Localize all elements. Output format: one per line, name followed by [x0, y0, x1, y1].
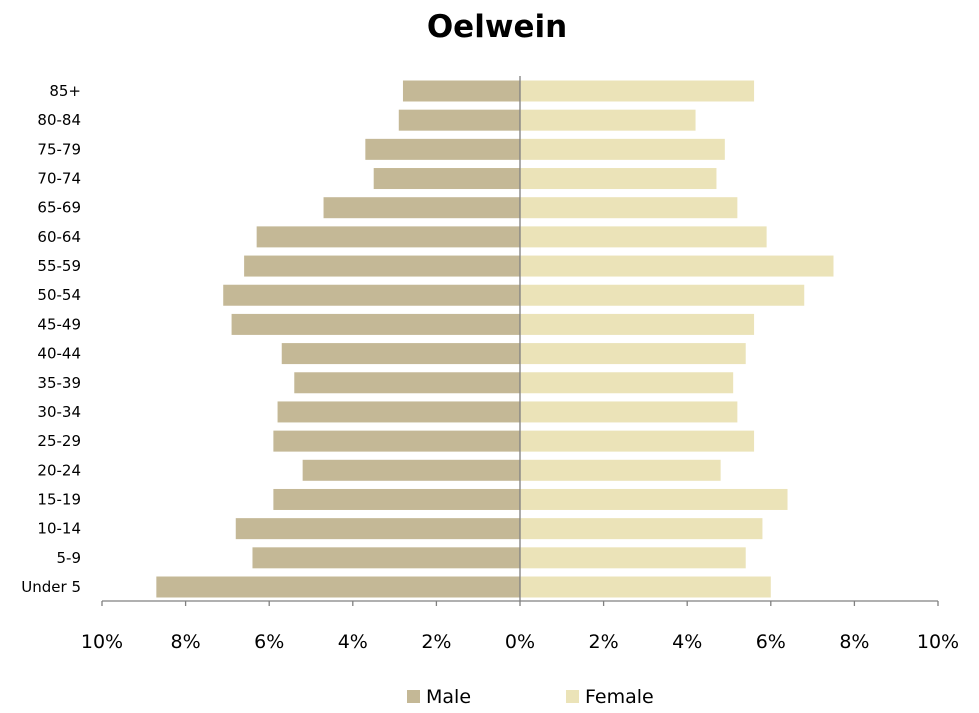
female-bar-40-44 — [520, 343, 746, 365]
category-label: 15-19 — [37, 490, 81, 508]
x-tick-label: 10% — [81, 631, 123, 653]
male-bar-under-5 — [156, 576, 520, 598]
legend-swatch-male — [407, 690, 420, 703]
x-tick-label: 4% — [338, 631, 368, 653]
category-label: 30-34 — [37, 403, 81, 421]
legend-label-female: Female — [585, 686, 654, 708]
category-label: 60-64 — [37, 228, 81, 246]
category-labels: Under 5 5-9 10-14 15-19 20-24 25-29 30-34 35-39… — [21, 82, 81, 596]
x-tick-label: 8% — [839, 631, 869, 653]
category-label: 10-14 — [37, 520, 81, 538]
x-tick-label: 10% — [917, 631, 959, 653]
category-label: 75-79 — [37, 140, 81, 158]
female-bar-10-14 — [520, 518, 763, 540]
male-bar-20-24 — [302, 459, 520, 481]
category-label: 40-44 — [37, 345, 81, 363]
category-label: 20-24 — [37, 461, 81, 479]
female-bar-70-74 — [520, 168, 717, 190]
category-label: Under 5 — [21, 578, 81, 596]
female-bar-85plus — [520, 80, 755, 102]
legend-swatch-female — [566, 690, 579, 703]
category-label: 50-54 — [37, 286, 81, 304]
female-bar-30-34 — [520, 401, 738, 423]
category-label: 55-59 — [37, 257, 81, 275]
female-bar-under-5 — [520, 576, 771, 598]
male-bar-55-59 — [244, 255, 520, 277]
male-bar-50-54 — [223, 284, 520, 306]
male-bar-15-19 — [273, 488, 520, 510]
x-tick-label: 0% — [505, 631, 535, 653]
male-bar-5-9 — [252, 547, 521, 569]
female-bar-80-84 — [520, 109, 696, 131]
female-bar-55-59 — [520, 255, 834, 277]
bars-layer — [156, 80, 834, 598]
category-label: 25-29 — [37, 432, 81, 450]
male-bar-40-44 — [281, 343, 520, 365]
legend: Male Female — [407, 686, 654, 708]
axes-layer — [101, 76, 939, 606]
male-bar-35-39 — [294, 372, 520, 394]
male-bar-80-84 — [398, 109, 520, 131]
female-bar-35-39 — [520, 372, 734, 394]
female-bar-45-49 — [520, 313, 755, 335]
category-label: 5-9 — [57, 549, 82, 567]
male-bar-65-69 — [323, 197, 520, 219]
female-bar-50-54 — [520, 284, 805, 306]
female-bar-25-29 — [520, 430, 755, 452]
x-tick-label: 6% — [254, 631, 284, 653]
x-tick-label: 4% — [672, 631, 702, 653]
female-bar-60-64 — [520, 226, 767, 248]
female-bar-15-19 — [520, 488, 788, 510]
legend-label-male: Male — [426, 686, 471, 708]
category-label: 70-74 — [37, 170, 81, 188]
male-bar-45-49 — [231, 313, 520, 335]
female-bar-65-69 — [520, 197, 738, 219]
category-label: 35-39 — [37, 374, 81, 392]
x-tick-label: 8% — [171, 631, 201, 653]
category-label: 80-84 — [37, 111, 81, 129]
x-tick-label: 2% — [589, 631, 619, 653]
male-bar-10-14 — [235, 518, 520, 540]
female-bar-5-9 — [520, 547, 746, 569]
x-tick-label: 6% — [756, 631, 786, 653]
male-bar-60-64 — [256, 226, 520, 248]
female-bar-75-79 — [520, 138, 725, 160]
category-label: 45-49 — [37, 315, 81, 333]
male-bar-75-79 — [365, 138, 520, 160]
category-label: 65-69 — [37, 199, 81, 217]
male-bar-85plus — [402, 80, 520, 102]
x-tick-label: 2% — [421, 631, 451, 653]
x-tick-labels: 10% 8% 6% 4% 2% 0% 2% 4% 6% 8% 10% — [81, 631, 959, 653]
male-bar-25-29 — [273, 430, 520, 452]
female-bar-20-24 — [520, 459, 721, 481]
category-label: 85+ — [49, 82, 81, 100]
male-bar-70-74 — [373, 168, 520, 190]
male-bar-30-34 — [277, 401, 520, 423]
chart-title: Oelwein — [427, 9, 567, 45]
